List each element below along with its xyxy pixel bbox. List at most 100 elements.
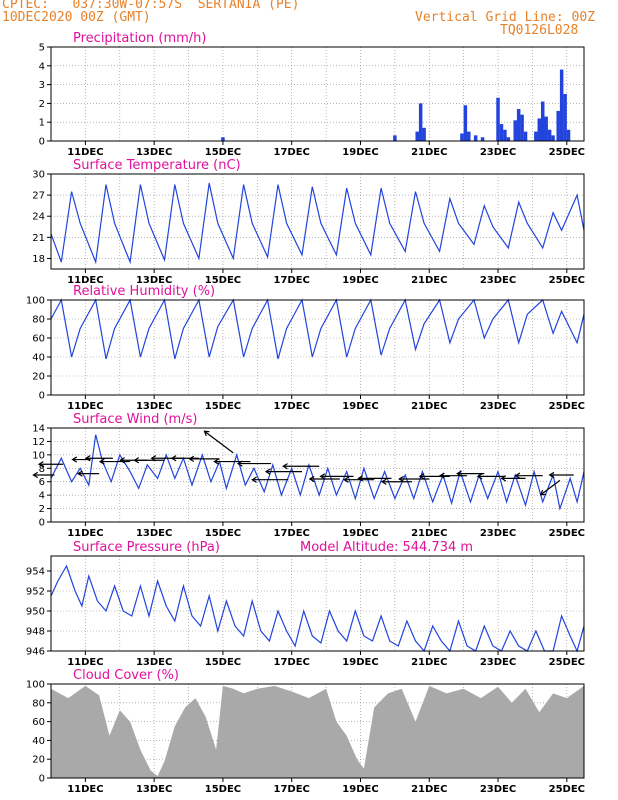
wind-arrow-head: [514, 472, 521, 479]
panel-title: Surface Temperature (nC): [73, 158, 241, 173]
precipitation-bar: [513, 120, 517, 141]
wind-arrow-head: [357, 475, 364, 482]
header-init-time: 10DEC2020 00Z (GMT): [2, 10, 151, 25]
precipitation-bar: [537, 118, 542, 141]
precipitation-bar: [480, 137, 485, 141]
header-grid-note: Vertical Grid Line: 00Z: [415, 10, 596, 25]
y-tick-label: 0: [39, 518, 45, 529]
x-tick-label: 25DEC: [549, 401, 585, 412]
precipitation-bar: [544, 116, 548, 141]
x-tick-label: 17DEC: [274, 657, 310, 668]
wind-arrow-head: [203, 430, 210, 437]
y-tick-label: 948: [26, 627, 45, 638]
wind-arrow: [343, 476, 375, 483]
precipitation-bar: [523, 131, 528, 141]
y-tick-label: 21: [32, 233, 45, 244]
precipitation-bar: [393, 135, 397, 141]
x-tick-label: 11DEC: [67, 784, 103, 795]
y-tick-label: 2: [39, 504, 45, 515]
precipitation-bar: [551, 135, 555, 141]
panel-frame: [50, 555, 585, 652]
panel-5: 0 20 40 60 80 100 11DEC 13DEC 15DEC 17DEC 19DEC 21D…: [26, 668, 585, 795]
wind-arrow-head: [539, 489, 546, 496]
wind-arrow: [476, 473, 505, 480]
panel-1: 18 21 24 27 30 11DEC 13DEC 15DEC 17DEC 19DEC 21DEC…: [32, 158, 585, 286]
x-tick-label: 19DEC: [342, 147, 378, 158]
x-tick-label: 25DEC: [549, 275, 585, 286]
wind-arrow-head: [456, 470, 462, 477]
x-tick-label: 23DEC: [480, 784, 516, 795]
x-tick-label: 21DEC: [411, 275, 447, 286]
x-tick-label: 23DEC: [480, 275, 516, 286]
y-tick-label: 100: [26, 296, 45, 307]
y-tick-label: 4: [39, 491, 45, 502]
y-tick-label: 12: [32, 437, 45, 448]
wind-arrow-head: [380, 478, 387, 485]
wind-arrow-head: [500, 475, 507, 482]
x-tick-label: 11DEC: [67, 147, 103, 158]
y-tick-label: 20: [32, 372, 45, 383]
panel-subtitle: Model Altitude: 544.734 m: [300, 540, 473, 555]
series-line: [50, 564, 585, 653]
x-tick-label: 19DEC: [342, 784, 378, 795]
x-tick-label: 25DEC: [549, 657, 585, 668]
y-tick-label: 952: [26, 587, 45, 598]
y-tick-label: 0: [39, 774, 45, 785]
wind-arrow: [84, 455, 113, 462]
panel-title: Surface Wind (m/s): [73, 412, 197, 427]
wind-arrow-head: [76, 470, 83, 477]
x-tick-label: 25DEC: [549, 528, 585, 539]
wind-arrow: [98, 458, 131, 465]
precipitation-bar: [422, 127, 426, 141]
y-tick-label: 1: [39, 118, 45, 129]
panel-4: 946 948 950 952 954 11DEC 13DEC 15DEC 17DEC 19DEC…: [26, 540, 585, 668]
precipitation-bar: [467, 131, 471, 141]
x-tick-label: 17DEC: [274, 147, 310, 158]
panel-frame: [50, 299, 585, 396]
y-tick-label: 18: [32, 254, 45, 265]
y-tick-label: 8: [39, 464, 45, 475]
x-tick-label: 17DEC: [274, 275, 310, 286]
wind-arrow-head: [236, 460, 243, 467]
wind-arrow-head: [438, 472, 445, 479]
panel-frame: [50, 427, 585, 523]
wind-arrow-head: [251, 476, 257, 483]
wind-arrow: [133, 457, 165, 464]
y-tick-label: 80: [32, 698, 45, 709]
header-model-id: TQ0126L028: [500, 23, 579, 38]
precipitation-bar: [499, 124, 504, 141]
x-tick-label: 15DEC: [205, 528, 241, 539]
wind-arrow: [236, 460, 272, 467]
wind-arrow-head: [264, 468, 271, 475]
wind-arrow-head: [308, 475, 315, 483]
y-tick-label: 20: [32, 755, 45, 766]
x-tick-label: 25DEC: [549, 147, 585, 158]
wind-arrow-head: [282, 463, 288, 470]
wind-arrow: [170, 455, 199, 462]
wind-arrow: [438, 472, 468, 479]
x-tick-label: 21DEC: [411, 147, 447, 158]
wind-arrow-head: [170, 455, 177, 462]
precipitation-bar: [418, 103, 423, 141]
wind-arrow-head: [476, 473, 483, 480]
x-tick-label: 21DEC: [411, 657, 447, 668]
wind-arrow: [357, 475, 392, 482]
x-tick-label: 23DEC: [480, 147, 516, 158]
x-tick-label: 11DEC: [67, 401, 103, 412]
wind-arrow-head: [319, 473, 326, 480]
panel-frame: [50, 173, 585, 270]
y-tick-label: 40: [32, 353, 45, 364]
precipitation-bar: [496, 97, 500, 141]
x-tick-label: 19DEC: [342, 528, 378, 539]
y-tick-label: 60: [32, 334, 45, 345]
wind-arrow: [548, 471, 574, 479]
x-tick-label: 13DEC: [136, 657, 172, 668]
y-tick-label: 3: [39, 80, 45, 91]
x-tick-label: 19DEC: [342, 657, 378, 668]
wind-arrow: [418, 473, 450, 480]
x-tick-label: 19DEC: [342, 401, 378, 412]
y-tick-label: 4: [39, 61, 45, 72]
cloud-cover-area: [51, 685, 584, 778]
x-tick-label: 13DEC: [136, 275, 172, 286]
